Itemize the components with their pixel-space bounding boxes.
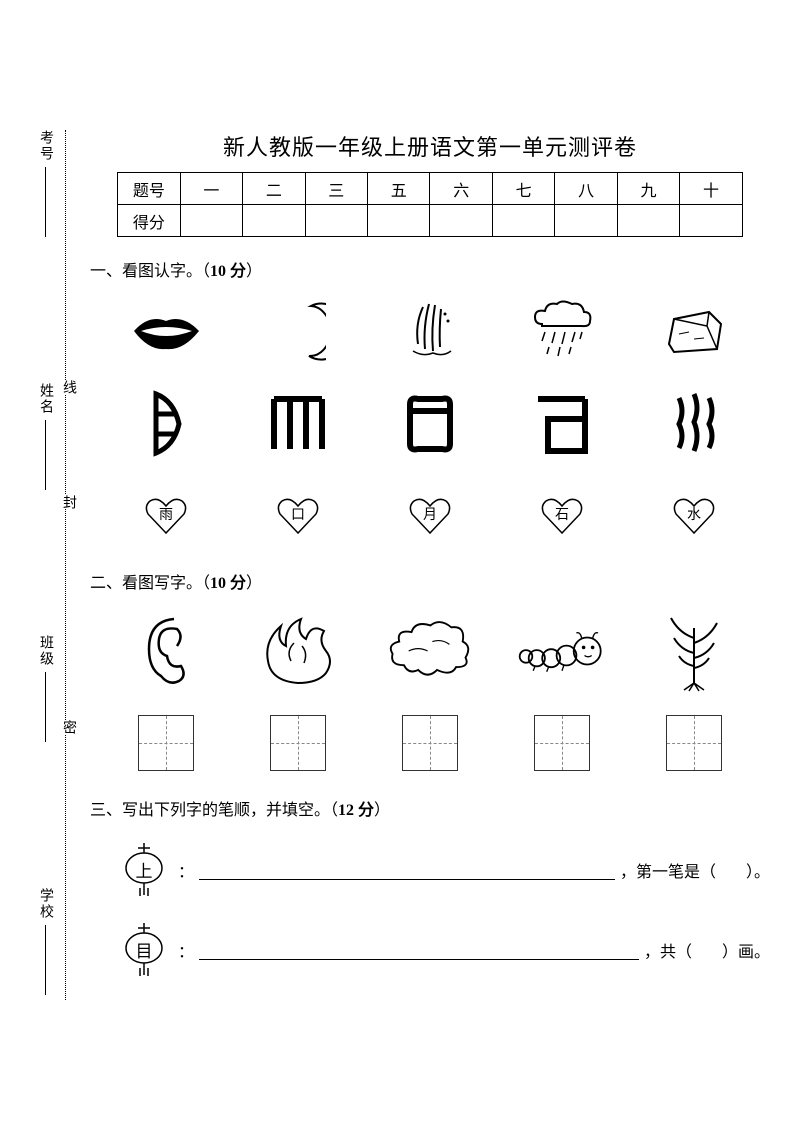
answer-line — [199, 860, 615, 880]
exam-content: 新人教版一年级上册语文第一单元测评卷 题号 一 二 三 五 六 七 八 九 十 … — [90, 130, 770, 990]
col-8: 九 — [617, 173, 679, 205]
stone-icon — [649, 304, 739, 359]
table-score-row: 得分 — [118, 205, 743, 237]
q2-boxes-row — [100, 708, 760, 778]
colon: ： — [178, 858, 194, 882]
score-cell — [305, 205, 367, 237]
mouth-icon — [121, 309, 211, 354]
label-name: 姓名 — [35, 383, 55, 415]
sidebar-field-number: 考号 — [35, 130, 55, 242]
ear-icon — [121, 611, 211, 691]
q1-ancient-chars-row — [100, 381, 760, 466]
ancient-char-rain — [253, 389, 343, 459]
score-cell — [680, 205, 743, 237]
sidebar-field-name: 姓名 — [35, 383, 55, 495]
write-box — [121, 715, 211, 771]
q1-hearts-row: 雨 口 月 石 水 — [100, 481, 760, 551]
ancient-char-moon — [121, 386, 211, 461]
blank-line — [45, 925, 46, 995]
section-1-title: 一、看图认字。（10 分） — [90, 257, 770, 281]
answer-line — [199, 940, 639, 960]
score-label: 得分 — [118, 205, 180, 237]
score-cell — [492, 205, 554, 237]
col-1: 一 — [180, 173, 242, 205]
seal-line — [65, 130, 66, 1000]
cloud-icon — [385, 616, 475, 686]
q2-pictures-row — [100, 608, 760, 693]
exam-info-sidebar: 学校 班级 姓名 考号 — [20, 130, 70, 1000]
col-3: 三 — [305, 173, 367, 205]
q1-pictures-row — [100, 296, 760, 366]
seal-char-feng: 封 — [58, 495, 78, 509]
heart-stone: 石 — [517, 496, 607, 536]
score-cell — [617, 205, 679, 237]
write-box — [649, 715, 739, 771]
score-cell — [243, 205, 305, 237]
waterfall-icon — [385, 299, 475, 364]
exam-title: 新人教版一年级上册语文第一单元测评卷 — [90, 130, 770, 162]
section-3-title: 三、写出下列字的笔顺，并填空。（12 分） — [90, 796, 770, 820]
seal-char-mi: 密 — [58, 720, 78, 734]
blank-line — [45, 672, 46, 742]
ancient-char-stone — [517, 389, 607, 459]
table-header-row: 题号 一 二 三 五 六 七 八 九 十 — [118, 173, 743, 205]
score-cell — [430, 205, 492, 237]
sidebar-field-school: 学校 — [35, 888, 55, 1000]
col-4: 五 — [368, 173, 430, 205]
col-6: 七 — [492, 173, 554, 205]
heart-moon: 月 — [385, 496, 475, 536]
col-5: 六 — [430, 173, 492, 205]
label-school: 学校 — [35, 888, 55, 920]
blank-line — [45, 420, 46, 490]
heart-water: 水 — [649, 496, 739, 536]
colon: ： — [178, 938, 194, 962]
col-2: 二 — [243, 173, 305, 205]
write-box — [253, 715, 343, 771]
ancient-char-water — [649, 386, 739, 461]
moon-icon — [253, 301, 343, 361]
lantern-shang: 上 — [120, 840, 168, 900]
col-7: 八 — [555, 173, 617, 205]
score-cell — [555, 205, 617, 237]
rain-cloud-icon — [517, 299, 607, 364]
ancient-char-mouth — [385, 389, 475, 459]
score-cell — [368, 205, 430, 237]
rice-plant-icon — [649, 608, 739, 693]
section-2-title: 二、看图写字。（10 分） — [90, 569, 770, 593]
write-box — [385, 715, 475, 771]
heart-rain: 雨 — [121, 496, 211, 536]
score-cell — [180, 205, 242, 237]
seal-char-xian: 线 — [58, 380, 78, 394]
q3-item-1: 上 ： ，第一笔是（）。 — [120, 840, 770, 900]
caterpillar-icon — [517, 621, 607, 681]
q3-suffix: ，共（）画。 — [644, 938, 770, 962]
write-box — [517, 715, 607, 771]
col-9: 十 — [680, 173, 743, 205]
score-table: 题号 一 二 三 五 六 七 八 九 十 得分 — [117, 172, 743, 237]
label-class: 班级 — [35, 635, 55, 667]
heart-mouth: 口 — [253, 496, 343, 536]
label-number: 考号 — [35, 130, 55, 162]
fire-icon — [253, 611, 343, 691]
sidebar-field-class: 班级 — [35, 635, 55, 747]
q3-suffix: ，第一笔是（）。 — [620, 858, 770, 882]
blank-line — [45, 167, 46, 237]
header-label: 题号 — [118, 173, 180, 205]
lantern-mu: 目 — [120, 920, 168, 980]
q3-item-2: 目 ： ，共（）画。 — [120, 920, 770, 980]
